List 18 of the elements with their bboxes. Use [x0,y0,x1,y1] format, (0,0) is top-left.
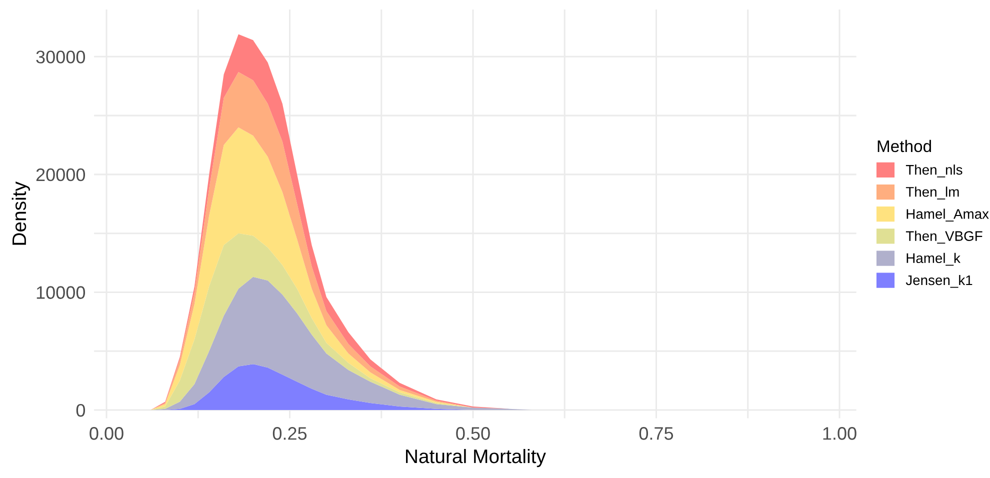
legend-label: Then_nls [906,164,962,178]
legend-label: Then_VBGF [906,230,982,244]
x-tick-label: 0.75 [639,427,674,440]
legend-title: Method [878,140,931,152]
legend-label: Hamel_k [906,252,960,266]
x-axis-title: Natural Mortality [406,448,546,468]
x-tick-label: 0.50 [456,427,490,440]
legend-label: Then_lm [906,186,959,200]
y-tick-label: 20000 [36,168,86,182]
y-tick-label: 30000 [36,50,86,64]
legend-label: Jensen_k1 [906,274,972,288]
x-tick-label: 0.25 [272,427,307,440]
y-tick-label: 0 [76,404,86,417]
x-tick-label: 0.00 [90,427,124,440]
y-tick-label: 10000 [36,286,86,299]
x-tick-label: 1.00 [823,427,856,440]
legend-label: Hamel_Amax [906,208,989,222]
y-axis-title: Density [12,182,30,245]
